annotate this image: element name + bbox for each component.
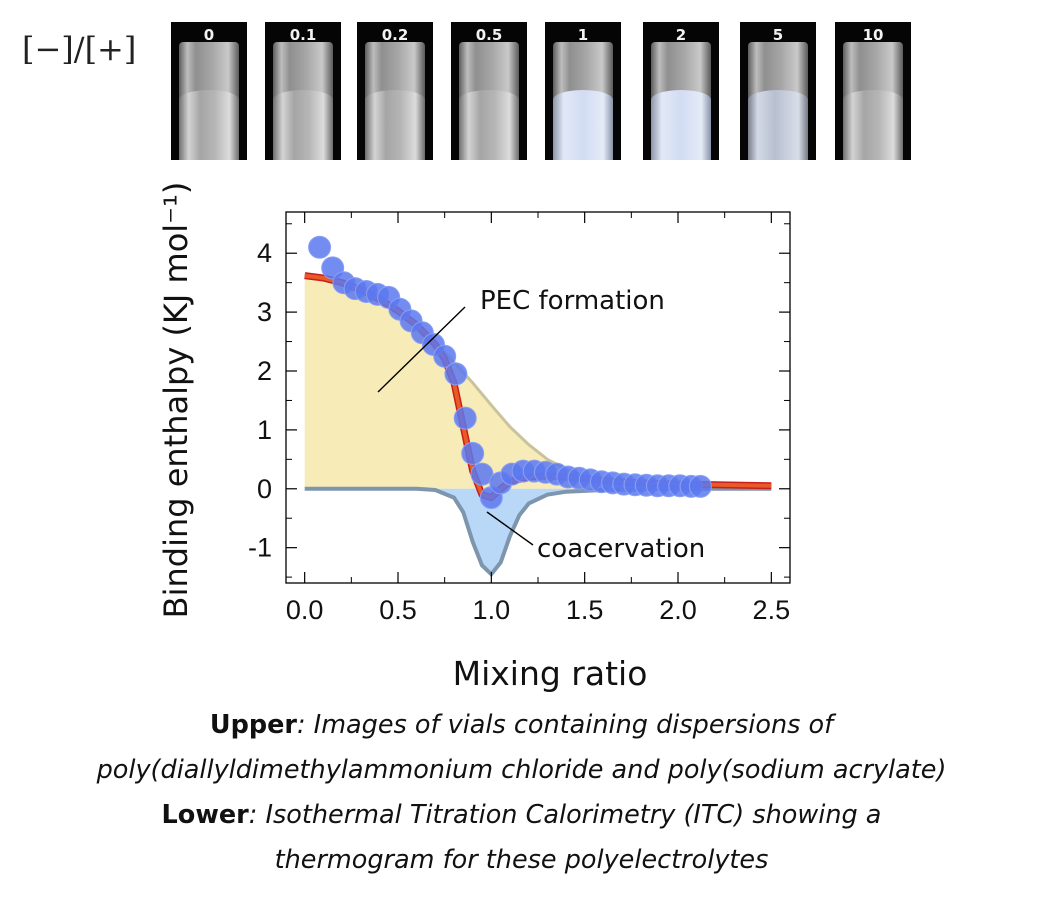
caption-lower-text-cont: thermogram for these polyelectrolytes bbox=[274, 845, 769, 875]
vial-liquid bbox=[179, 90, 239, 160]
data-point bbox=[433, 344, 457, 368]
vial-liquid bbox=[553, 90, 613, 160]
caption-line-4: thermogram for these polyelectrolytes bbox=[0, 838, 1043, 883]
vial-7: 10 bbox=[835, 22, 911, 160]
caption-upper-text: : Images of vials containing dispersions… bbox=[296, 710, 834, 740]
component-areas bbox=[304, 275, 772, 575]
vial-3: 0.5 bbox=[451, 22, 527, 160]
x-axis-label: Mixing ratio bbox=[453, 654, 648, 693]
vial-liquid bbox=[273, 90, 333, 160]
vial-4: 1 bbox=[545, 22, 621, 160]
vial-5: 2 bbox=[643, 22, 719, 160]
y-tick-label: 1 bbox=[257, 415, 272, 445]
pec-formation-annotation: PEC formation bbox=[480, 286, 665, 316]
data-point bbox=[688, 474, 712, 498]
caption-line-2: poly(diallyldimethylammonium chloride an… bbox=[0, 748, 1043, 793]
figure-caption: Upper: Images of vials containing disper… bbox=[0, 703, 1043, 883]
vial-2: 0.2 bbox=[357, 22, 433, 160]
data-point bbox=[444, 362, 468, 386]
caption-line-1: Upper: Images of vials containing disper… bbox=[0, 703, 1043, 748]
vial-ratio-label: 1 bbox=[577, 26, 589, 44]
vial-liquid bbox=[365, 90, 425, 160]
vial-ratio-label: 0 bbox=[203, 26, 215, 44]
data-point bbox=[453, 406, 477, 430]
annotations: PEC formation coacervation bbox=[377, 286, 705, 564]
vial-ratio-label: 0.5 bbox=[475, 26, 503, 44]
vial-liquid bbox=[748, 90, 808, 160]
x-tick-label: 0.0 bbox=[286, 595, 324, 625]
data-point bbox=[308, 235, 332, 259]
coacervation-curve bbox=[304, 486, 772, 578]
y-tick-label: 4 bbox=[257, 238, 272, 268]
caption-upper-text-cont: poly(diallyldimethylammonium chloride an… bbox=[96, 755, 947, 785]
y-tick-label: 0 bbox=[257, 474, 272, 504]
vial-ratio-label: 0.1 bbox=[289, 26, 317, 44]
vial-ratio-label: 10 bbox=[862, 26, 884, 44]
vial-liquid bbox=[843, 90, 903, 160]
vial-liquid bbox=[651, 90, 711, 160]
x-tick-label: 1.5 bbox=[566, 595, 604, 625]
coacervation-pointer bbox=[486, 511, 534, 546]
axes: 0.0 0.5 1.0 1.5 2.0 2.5 -1 0 1 2 3 4 Mixing ratio Bin… bbox=[157, 182, 791, 693]
coacervation-annotation: coacervation bbox=[537, 534, 705, 564]
vial-6: 5 bbox=[740, 22, 816, 160]
x-tick-label: 0.5 bbox=[379, 595, 417, 625]
vial-liquid bbox=[459, 90, 519, 160]
caption-lower-text: : Isothermal Titration Calorimetry (ITC)… bbox=[248, 800, 882, 830]
y-tick-label: 3 bbox=[257, 297, 272, 327]
mixing-ratio-label: [−]/[+] bbox=[22, 30, 137, 68]
itc-thermogram-chart: 0.0 0.5 1.0 1.5 2.0 2.5 -1 0 1 2 3 4 Mixing ratio Bin… bbox=[157, 182, 791, 693]
y-tick-label: -1 bbox=[248, 533, 272, 563]
vial-ratio-label: 5 bbox=[772, 26, 784, 44]
data-point bbox=[470, 462, 494, 486]
data-points bbox=[308, 235, 712, 510]
y-axis-label: Binding enthalpy (KJ mol⁻¹) bbox=[157, 182, 195, 619]
caption-line-3: Lower: Isothermal Titration Calorimetry … bbox=[0, 793, 1043, 838]
vial-ratio-label: 0.2 bbox=[381, 26, 409, 44]
x-tick-label: 2.5 bbox=[753, 595, 791, 625]
caption-lower-label: Lower bbox=[161, 800, 249, 830]
x-tick-label: 1.0 bbox=[473, 595, 511, 625]
data-point bbox=[461, 441, 485, 465]
vial-1: 0.1 bbox=[265, 22, 341, 160]
caption-upper-label: Upper bbox=[209, 710, 297, 740]
pec-formation-pointer bbox=[377, 306, 466, 393]
y-tick-label: 2 bbox=[257, 356, 272, 386]
vial-ratio-label: 2 bbox=[675, 26, 687, 44]
vial-0: 0 bbox=[171, 22, 247, 160]
pec-formation-area bbox=[304, 275, 772, 489]
x-tick-label: 2.0 bbox=[659, 595, 697, 625]
